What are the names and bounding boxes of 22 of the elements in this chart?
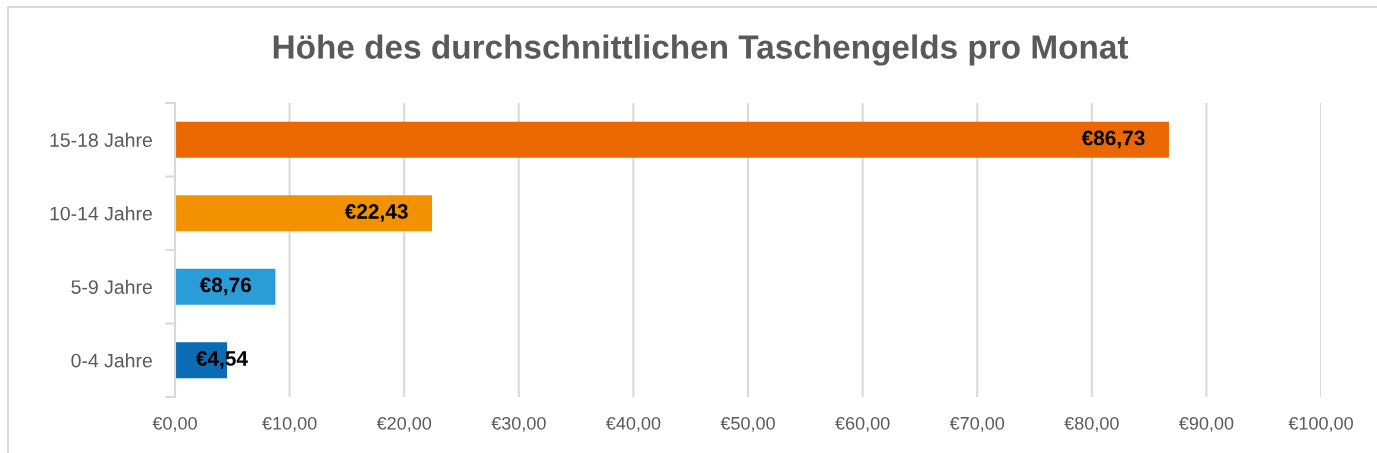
data-label: €22,43 [344,204,408,222]
bar [175,121,1169,158]
x-tick-label: €30,00 [491,416,546,432]
x-tick-label: €100,00 [1288,416,1353,432]
x-tick-label: €50,00 [720,416,775,432]
x-tick-label: €10,00 [262,416,317,432]
bar [175,195,433,232]
y-tick-label: 15-18 Jahre [50,132,152,147]
y-tick-label: 0-4 Jahre [71,353,152,368]
x-tick-label: €0,00 [152,416,197,432]
x-tick-label: €20,00 [376,416,432,432]
x-tick-label: €40,00 [605,416,661,432]
data-label: €86,73 [1081,130,1145,149]
y-tick-label: 5-9 Jahre [71,279,152,294]
data-label: €8,76 [199,277,252,296]
y-tick-label: 10-14 Jahre [50,206,152,221]
x-tick-label: €60,00 [835,416,890,432]
bar [175,268,276,305]
x-tick-label: €80,00 [1064,416,1119,432]
chart-title: Höhe des durchschnittlichen Taschengelds pro Monat [273,34,1129,66]
x-tick-label: €70,00 [949,416,1005,432]
x-tick-label: €90,00 [1178,416,1234,432]
